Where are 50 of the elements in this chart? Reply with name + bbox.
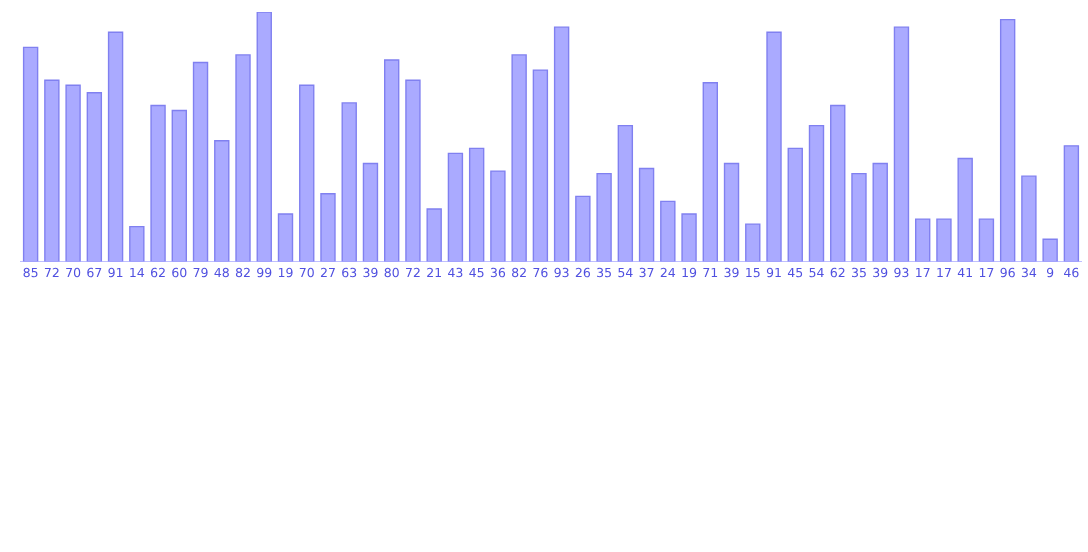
data-label: 21 [427, 267, 441, 278]
data-label: 14 [130, 267, 145, 278]
data-label: 99 [257, 267, 272, 278]
data-label: 45 [469, 267, 484, 278]
data-label: 93 [894, 267, 909, 278]
data-label: 76 [533, 267, 548, 278]
data-label: 82 [235, 267, 250, 278]
data-label: 70 [299, 267, 314, 278]
data-label: 24 [660, 267, 676, 278]
data-label: 72 [44, 267, 59, 278]
data-label: 96 [1000, 267, 1015, 278]
data-label: 26 [575, 267, 591, 278]
data-label: 19 [278, 267, 293, 278]
data-label: 62 [830, 267, 845, 278]
data-label: 85 [23, 267, 38, 278]
data-label: 17 [937, 267, 951, 278]
data-label: 62 [150, 267, 165, 278]
data-label: 17 [979, 267, 994, 278]
data-label: 41 [957, 267, 972, 278]
data-label: 9 [1046, 267, 1054, 278]
data-label: 48 [214, 267, 229, 278]
data-label: 27 [320, 267, 335, 278]
data-label: 46 [1064, 267, 1079, 278]
data-label: 39 [724, 267, 739, 278]
data-label: 93 [554, 267, 569, 278]
data-label: 72 [406, 267, 420, 278]
data-label: 54 [618, 267, 633, 278]
data-label: 79 [193, 267, 208, 278]
data-label: 37 [639, 267, 654, 278]
data-label: 19 [682, 267, 697, 278]
data-label: 35 [851, 267, 866, 278]
data-label: 39 [363, 267, 378, 278]
data-label: 82 [512, 267, 526, 278]
data-label: 54 [809, 267, 824, 278]
data-label: 60 [172, 267, 187, 278]
data-label: 71 [703, 267, 718, 278]
data-label: 70 [66, 267, 81, 278]
data-label: 45 [787, 267, 803, 278]
data-label: 43 [448, 267, 463, 278]
data-label: 91 [108, 267, 123, 278]
data-label: 80 [384, 267, 399, 278]
data-label: 91 [766, 267, 781, 278]
data-label: 34 [1021, 267, 1037, 278]
data-label: 39 [873, 267, 888, 278]
data-label: 17 [916, 267, 930, 278]
data-label: 63 [342, 267, 357, 278]
data-label: 36 [490, 267, 506, 278]
data-label: 35 [597, 267, 611, 278]
data-label: 67 [87, 267, 102, 278]
data-label: 15 [746, 267, 760, 278]
